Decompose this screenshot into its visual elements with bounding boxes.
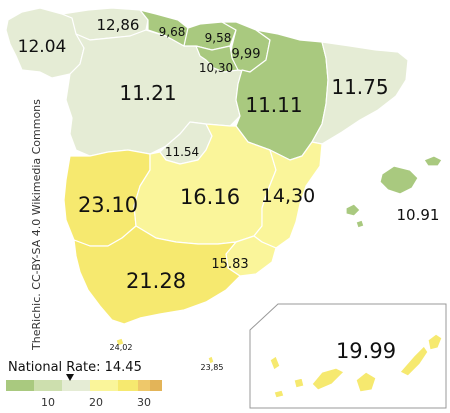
- legend-swatch-7: [150, 380, 162, 391]
- region-baleares-menorca: [423, 155, 443, 167]
- canary-inset-frame: [249, 303, 447, 409]
- legend-tick-30: 30: [137, 396, 151, 409]
- label-andalucia: 21.28: [126, 269, 186, 293]
- credit-text: TheRichic. CC-BY-SA 4.0 Wikimedia Common…: [30, 99, 43, 351]
- island-el-hierro: [273, 389, 285, 399]
- region-baleares-ibiza: [345, 203, 361, 217]
- label-cataluna: 11.75: [331, 75, 388, 99]
- label-aragon: 11.11: [245, 93, 302, 117]
- island-lanzarote: [427, 333, 443, 351]
- legend-tick-20: 20: [89, 396, 103, 409]
- label-canarias: 19.99: [336, 339, 396, 363]
- legend: National Rate: 14.45 10 20 30: [6, 360, 162, 409]
- region-ceuta: [115, 337, 125, 347]
- region-cataluna: [311, 41, 409, 145]
- island-la-gomera: [293, 377, 305, 389]
- region-andalucia: [73, 225, 241, 325]
- label-murcia: 15.83: [211, 257, 248, 272]
- region-melilla: [207, 355, 215, 365]
- label-madrid: 11.54: [165, 145, 199, 159]
- label-valencia: 14,30: [261, 185, 315, 207]
- legend-swatch-2: [34, 380, 62, 391]
- label-ceuta: 24,02: [110, 343, 133, 352]
- national-rate-marker: [66, 374, 74, 381]
- region-baleares-formentera: [355, 219, 365, 229]
- label-castilla-la-mancha: 16.16: [180, 185, 240, 209]
- label-navarra: 9,99: [232, 47, 261, 62]
- legend-title: National Rate: 14.45: [8, 360, 142, 375]
- label-asturias: 12,86: [97, 16, 140, 34]
- legend-tick-10: 10: [41, 396, 55, 409]
- label-cantabria: 9,68: [159, 25, 186, 39]
- label-melilla: 23,85: [201, 363, 224, 372]
- label-pais-vasco: 9,58: [205, 31, 232, 45]
- label-extremadura: 23.10: [78, 193, 138, 217]
- label-la-rioja: 10,30: [199, 61, 233, 75]
- island-fuerteventura: [399, 345, 429, 377]
- region-la-rioja: [195, 45, 239, 73]
- island-tenerife: [311, 367, 345, 391]
- legend-swatch-6: [138, 380, 150, 391]
- canary-islands: [269, 333, 443, 399]
- legend-swatch-5: [118, 380, 138, 391]
- legend-swatch-1: [6, 380, 34, 391]
- region-baleares: [379, 165, 419, 195]
- island-la-palma: [269, 355, 281, 371]
- region-valencia: [253, 141, 323, 249]
- island-gran-canaria: [355, 371, 377, 393]
- label-galicia: 12.04: [18, 37, 67, 57]
- label-castilla-leon: 11.21: [119, 81, 176, 105]
- legend-swatch-4: [90, 380, 118, 391]
- legend-swatch-3: [62, 380, 90, 391]
- label-baleares: 10.91: [397, 206, 440, 224]
